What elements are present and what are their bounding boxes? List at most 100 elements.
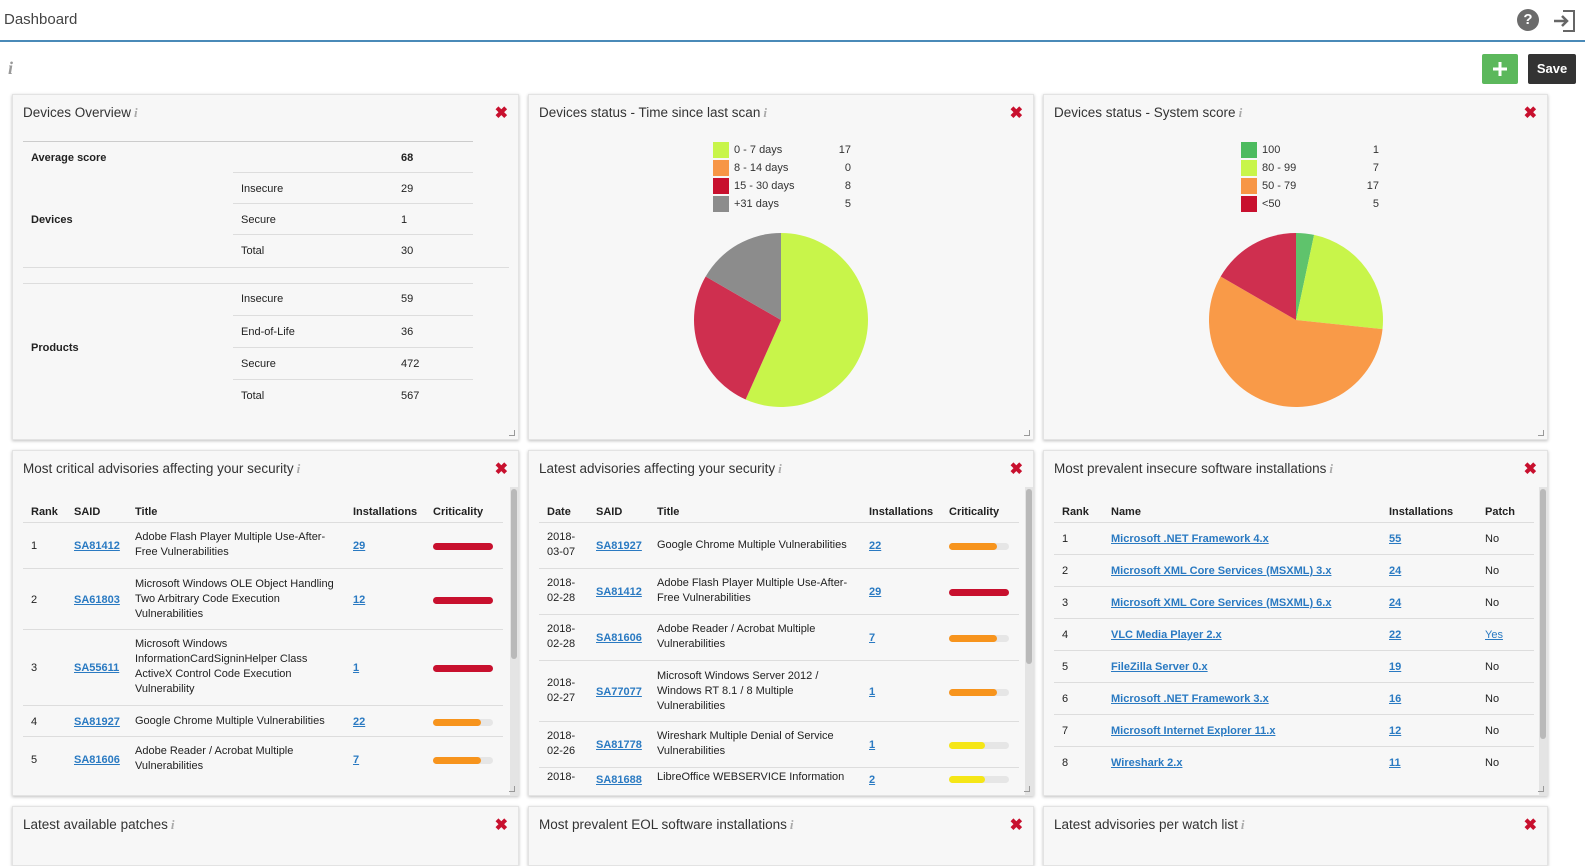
said-link[interactable]: SA81606 [74,754,120,766]
column-header[interactable]: Rank [31,506,58,518]
installations-link[interactable]: 24 [1389,565,1402,577]
column-header[interactable]: Title [135,506,158,518]
pie-slice[interactable] [694,276,781,400]
table-row[interactable]: 5 FileZilla Server 0.x 19 No [1054,650,1534,682]
column-header[interactable]: Name [1111,506,1141,518]
help-icon[interactable]: ? [1517,9,1539,31]
table-row[interactable]: 2 SA61803 Microsoft Windows OLE Object Han… [23,568,503,629]
said-link[interactable]: SA81412 [596,586,642,598]
column-header[interactable]: Rank [1062,506,1089,518]
installations-link[interactable]: 7 [353,754,360,766]
close-icon[interactable]: ✖ [1523,461,1537,478]
installations-link[interactable]: 11 [1389,757,1401,769]
column-header[interactable]: Installations [353,506,418,518]
installations-link[interactable]: 12 [353,594,366,606]
legend-item[interactable]: <50 5 [1241,195,1391,213]
resize-handle[interactable] [1538,430,1544,436]
logout-icon[interactable] [1552,8,1578,34]
info-icon[interactable]: i [789,817,794,832]
table-row[interactable]: 4 SA81927 Google Chrome Multiple Vulnerabi… [23,705,503,736]
installations-link[interactable]: 16 [1389,693,1402,705]
close-icon[interactable]: ✖ [1523,817,1537,834]
column-header[interactable]: SAID [74,506,101,518]
add-widget-button[interactable] [1482,54,1518,84]
legend-item[interactable]: 15 - 30 days 8 [713,177,863,195]
software-name-link[interactable]: Microsoft XML Core Services (MSXML) 3.x [1111,565,1332,577]
close-icon[interactable]: ✖ [1009,817,1023,834]
said-link[interactable]: SA61803 [74,594,120,606]
pie-slice[interactable] [1296,233,1315,320]
pie-slice[interactable] [705,233,781,320]
legend-item[interactable]: 0 - 7 days 17 [713,141,863,159]
said-link[interactable]: SA81778 [596,739,642,751]
pie-slice[interactable] [1220,233,1296,320]
table-row[interactable]: 1 SA81412 Adobe Flash Player Multiple Use-… [23,522,503,568]
close-icon[interactable]: ✖ [1009,105,1023,122]
close-icon[interactable]: ✖ [494,105,508,122]
said-link[interactable]: SA55611 [74,662,120,674]
installations-link[interactable]: 1 [869,739,876,751]
table-row[interactable]: 8 Wireshark 2.x 11 No [1054,746,1534,778]
table-row[interactable]: 4 VLC Media Player 2.x 22 Yes [1054,618,1534,650]
column-header[interactable]: SAID [596,506,623,518]
resize-handle[interactable] [1538,786,1544,792]
column-header[interactable]: Installations [1389,506,1454,518]
software-name-link[interactable]: FileZilla Server 0.x [1111,661,1208,673]
installations-link[interactable]: 2 [869,774,876,786]
info-icon[interactable]: i [134,105,138,120]
info-icon[interactable]: i [1240,817,1245,832]
installations-link[interactable]: 19 [1389,661,1402,673]
column-header[interactable]: Patch [1485,506,1515,518]
table-row[interactable]: 3 Microsoft XML Core Services (MSXML) 6.x… [1054,586,1534,618]
installations-link[interactable]: 1 [869,686,876,698]
installations-link[interactable]: 22 [869,540,882,552]
table-row[interactable]: 2018- 02-28 SA81606 Adobe Reader / Acrobat … [539,614,1019,660]
column-header[interactable]: Title [657,506,680,518]
legend-item[interactable]: 100 1 [1241,141,1391,159]
info-icon[interactable]: i [296,461,301,476]
table-row[interactable]: 5 SA81606 Adobe Reader / Acrobat Multiple V… [23,736,503,782]
scrollbar[interactable] [1025,487,1033,795]
resize-handle[interactable] [1024,786,1030,792]
scrollbar[interactable] [1539,487,1547,795]
table-row[interactable]: 1 Microsoft .NET Framework 4.x 55 No [1054,522,1534,554]
said-link[interactable]: SA81412 [74,540,120,552]
installations-link[interactable]: 12 [1389,725,1402,737]
column-header[interactable]: Installations [869,506,934,518]
resize-handle[interactable] [509,786,515,792]
info-icon[interactable]: i [1329,461,1334,476]
said-link[interactable]: SA81927 [596,540,642,552]
info-icon[interactable]: i [763,105,767,120]
said-link[interactable]: SA77077 [596,686,642,698]
installations-link[interactable]: 24 [1389,597,1402,609]
software-name-link[interactable]: Microsoft Internet Explorer 11.x [1111,725,1276,737]
installations-link[interactable]: 7 [869,632,876,644]
pie-slice[interactable] [745,233,869,408]
table-row[interactable]: 2018- 02-27 SA77077 Microsoft Windows Serve… [539,660,1019,721]
resize-handle[interactable] [509,430,515,436]
installations-link[interactable]: 29 [353,540,366,552]
close-icon[interactable]: ✖ [1523,105,1537,122]
software-name-link[interactable]: Microsoft XML Core Services (MSXML) 6.x [1111,597,1332,609]
table-row[interactable]: 7 Microsoft Internet Explorer 11.x 12 No [1054,714,1534,746]
patch-status[interactable]: Yes [1485,629,1503,641]
info-icon[interactable]: i [8,58,14,78]
legend-item[interactable]: 8 - 14 days 0 [713,159,863,177]
info-icon[interactable]: i [1238,105,1243,120]
table-row[interactable]: 2018- 03-07 SA81927 Google Chrome Multiple … [539,522,1019,568]
table-row[interactable]: 3 SA55611 Microsoft Windows InformationCard… [23,629,503,705]
software-name-link[interactable]: Wireshark 2.x [1111,757,1183,769]
column-header[interactable]: Date [547,506,571,518]
close-icon[interactable]: ✖ [494,461,508,478]
software-name-link[interactable]: Microsoft .NET Framework 3.x [1111,693,1269,705]
software-name-link[interactable]: VLC Media Player 2.x [1111,629,1222,641]
close-icon[interactable]: ✖ [494,817,508,834]
installations-link[interactable]: 1 [353,662,360,674]
legend-item[interactable]: +31 days 5 [713,195,863,213]
installations-link[interactable]: 22 [353,716,366,728]
installations-link[interactable]: 55 [1389,533,1402,545]
legend-item[interactable]: 80 - 99 7 [1241,159,1391,177]
scrollbar[interactable] [510,487,518,795]
info-icon[interactable]: i [170,817,175,832]
pie-slice[interactable] [1296,234,1383,330]
